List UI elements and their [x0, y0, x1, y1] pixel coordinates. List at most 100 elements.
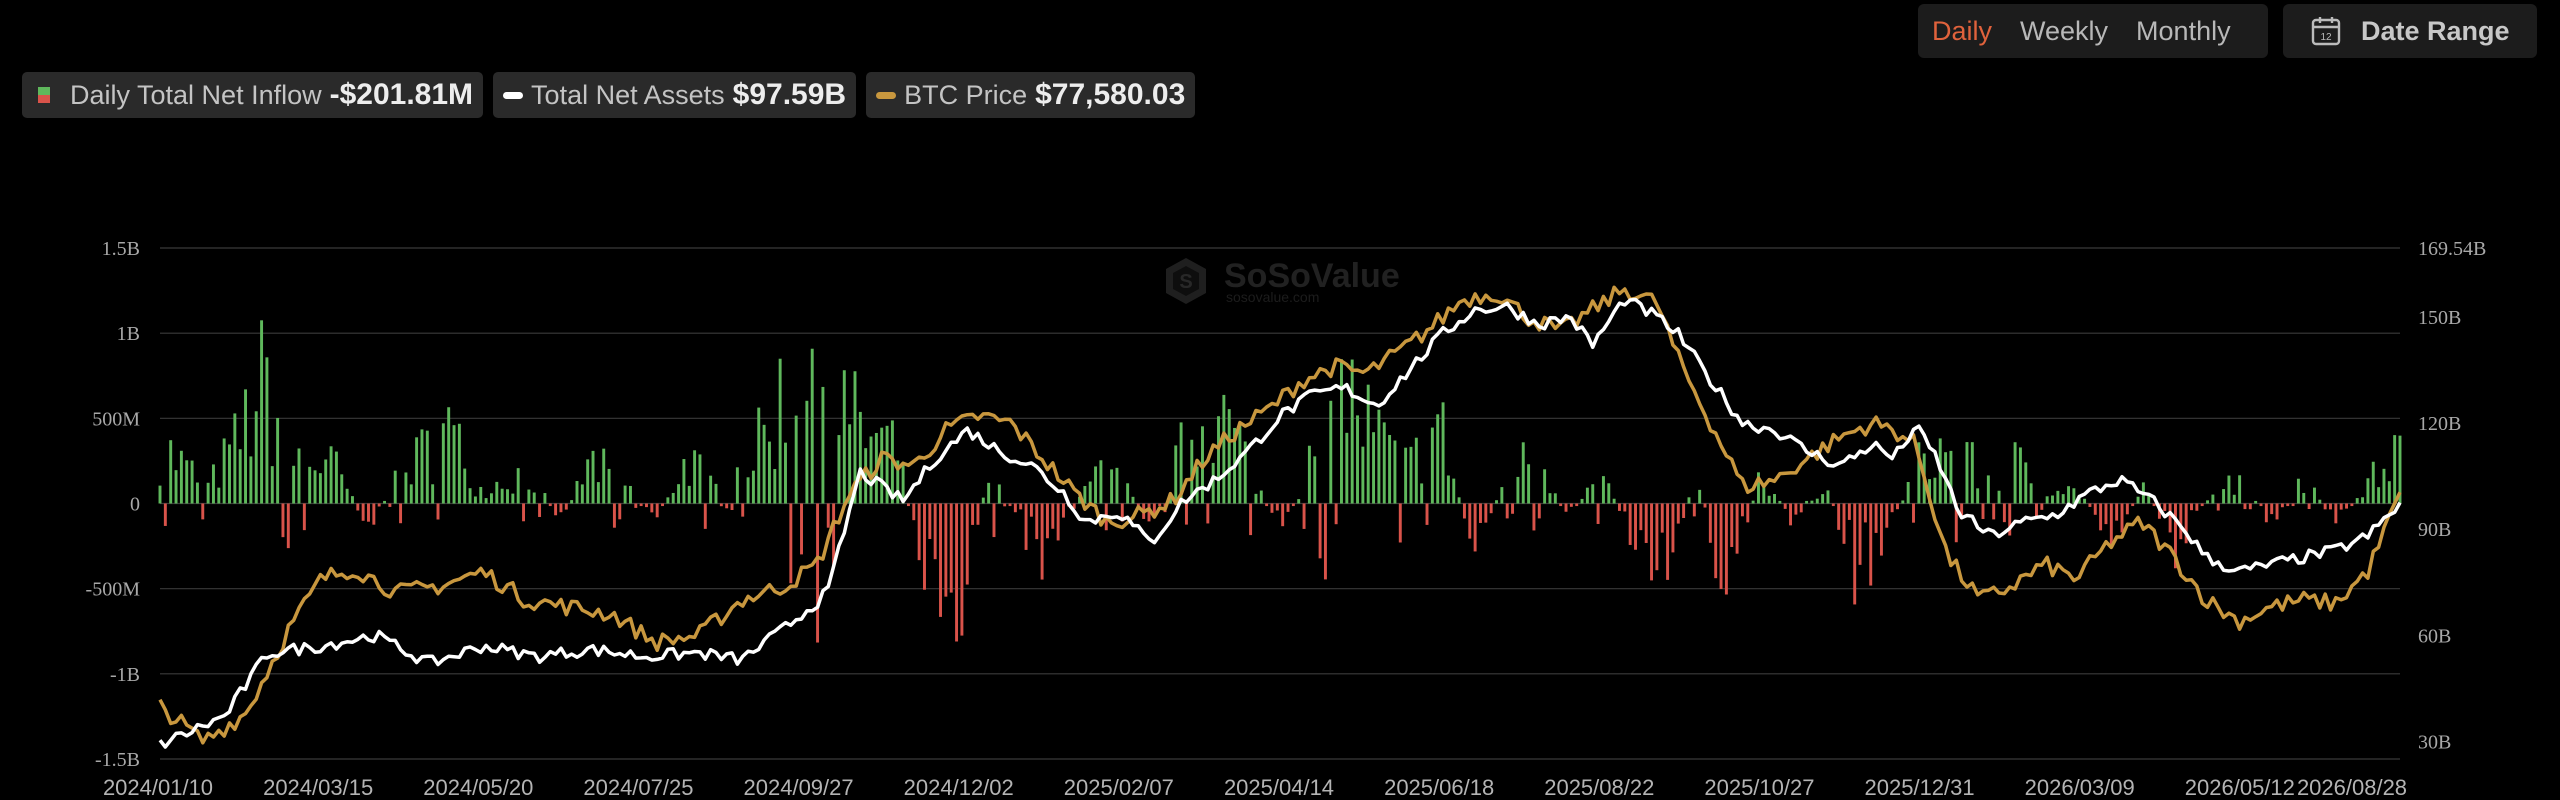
x-tick: 2025/02/07 — [1064, 775, 1174, 800]
inflow-bar-positive — [2056, 490, 2060, 504]
period-weekly-button[interactable]: Weekly — [2020, 16, 2109, 46]
inflow-bar-negative — [1596, 503, 1600, 524]
inflow-bar-positive — [324, 459, 328, 504]
inflow-bar-negative — [372, 503, 376, 525]
inflow-bar-positive — [2254, 500, 2258, 504]
chart-legend: Daily Total Net Inflow -$201.81M Total N… — [22, 72, 1196, 118]
inflow-bar-positive — [1773, 494, 1776, 504]
x-axis: 2024/01/10 2024/03/15 2024/05/20 2024/07/25… — [103, 775, 2407, 800]
inflow-bar-negative — [1671, 503, 1675, 553]
inflow-bar-positive — [329, 446, 333, 504]
inflow-bar-negative — [1275, 503, 1279, 511]
inflow-bar-negative — [1708, 503, 1712, 543]
inflow-bar-positive — [693, 450, 697, 504]
inflow-bar-negative — [1890, 503, 1894, 513]
inflow-bar-positive — [848, 424, 852, 504]
inflow-bar-positive — [2061, 494, 2065, 504]
inflow-bar-negative — [1746, 503, 1750, 523]
inflow-bar-positive — [735, 467, 739, 504]
x-tick: 2024/01/10 — [103, 775, 213, 800]
inflow-bar-negative — [1912, 503, 1915, 523]
date-range-button[interactable]: 12 Date Range — [2283, 4, 2537, 58]
inflow-bar-positive — [885, 425, 889, 504]
inflow-bar-negative — [917, 503, 921, 561]
inflow-bar-positive — [2067, 486, 2071, 504]
inflow-bar-positive — [767, 441, 771, 504]
inflow-bar-positive — [1543, 469, 1547, 504]
inflow-bar-negative — [1249, 503, 1253, 536]
x-tick: 2024/12/02 — [904, 775, 1014, 800]
inflow-bar-positive — [297, 448, 301, 504]
inflow-bar-negative — [1634, 503, 1637, 550]
inflow-bar-positive — [350, 496, 354, 504]
inflow-bar-negative — [1618, 503, 1621, 511]
inflow-bar-negative — [1035, 503, 1039, 540]
inflow-bar-negative — [928, 503, 932, 539]
inflow-bar-negative — [2184, 503, 2188, 544]
inflow-bar-negative — [1425, 503, 1429, 525]
inflow-bar-positive — [495, 481, 499, 504]
inflow-bar-negative — [2152, 503, 2156, 507]
inflow-bar-positive — [1757, 472, 1760, 504]
inflow-bar-negative — [1740, 503, 1744, 517]
inflow-bar-negative — [2329, 503, 2332, 510]
inflow-bar-negative — [2131, 503, 2135, 507]
inflow-bar-negative — [1468, 503, 1472, 539]
inflow-bar-positive — [1350, 359, 1354, 504]
svg-text:S: S — [1179, 271, 1192, 293]
inflow-bar-positive — [249, 456, 253, 504]
inflow-bar-positive — [773, 469, 777, 504]
inflow-bar-negative — [548, 503, 552, 507]
inflow-bar-positive — [206, 482, 210, 504]
inflow-bar-negative — [2174, 503, 2177, 569]
inflow-bar-negative — [1682, 503, 1686, 518]
inflow-bar-negative — [1692, 503, 1696, 517]
inflow-bar-positive — [2377, 487, 2381, 504]
inflow-bar-negative — [2125, 503, 2129, 515]
watermark-url: sosovalue.com — [1226, 289, 1319, 305]
inflow-bar-positive — [1404, 447, 1408, 504]
inflow-bar-negative — [2286, 503, 2290, 507]
inflow-bar-negative — [955, 503, 959, 642]
inflow-bar-negative — [2008, 503, 2012, 536]
inflow-bar-negative — [1869, 503, 1873, 586]
inflow-bar-positive — [858, 411, 862, 504]
x-tick: 2025/10/27 — [1704, 775, 1814, 800]
inflow-bar-positive — [2077, 497, 2081, 504]
inflow-bar-negative — [1569, 503, 1573, 507]
inflow-bar-negative — [1676, 503, 1680, 524]
calendar-icon: 12 — [2311, 17, 2341, 46]
inflow-bar-positive — [404, 472, 408, 504]
inflow-bar-negative — [1334, 503, 1338, 525]
inflow-bar-negative — [2334, 503, 2338, 524]
inflow-bar-negative — [1184, 503, 1188, 525]
inflow-bar-positive — [2045, 496, 2049, 504]
inflow-bar-positive — [1815, 498, 1819, 504]
inflow-bar-positive — [468, 488, 472, 504]
inflow-bar-positive — [1179, 422, 1183, 504]
period-monthly-button[interactable]: Monthly — [2136, 16, 2231, 46]
inflow-bar-positive — [901, 463, 905, 504]
inflow-bar-positive — [1126, 483, 1130, 504]
period-daily-button[interactable]: Daily — [1932, 16, 1993, 46]
y-left-tick: 0 — [130, 494, 140, 516]
inflow-bar-negative — [1896, 503, 1899, 510]
legend-btc[interactable]: BTC Price $77,580.03 — [866, 72, 1196, 118]
inflow-bar-positive — [1195, 466, 1199, 504]
inflow-bar-positive — [1826, 490, 1830, 504]
inflow-bar-negative — [2120, 503, 2124, 533]
inflow-bar-positive — [842, 370, 846, 504]
inflow-bar-negative — [1479, 503, 1482, 523]
btc-swatch-icon — [876, 91, 897, 99]
watermark: S SoSoValue sosovalue.com — [1166, 257, 1400, 305]
inflow-bar-negative — [201, 503, 205, 520]
legend-inflow[interactable]: Daily Total Net Inflow -$201.81M — [22, 72, 484, 118]
x-tick: 2024/03/15 — [263, 775, 373, 800]
inflow-bar-negative — [2264, 503, 2268, 523]
inflow-bar-positive — [1211, 462, 1215, 504]
inflow-bar-positive — [607, 468, 611, 504]
inflow-bar-negative — [1158, 503, 1162, 507]
inflow-bar-negative — [1842, 503, 1846, 544]
legend-assets[interactable]: Total Net Assets $97.59B — [493, 72, 857, 118]
